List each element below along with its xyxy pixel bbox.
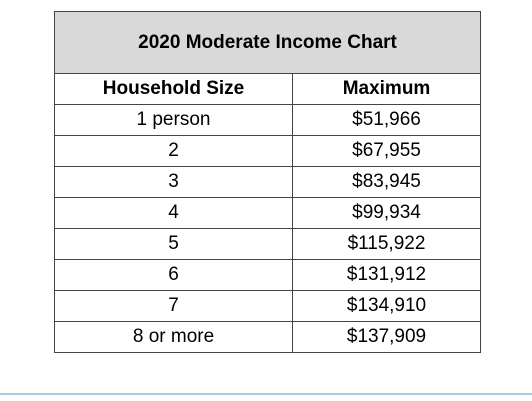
household-size-cell: 8 or more bbox=[54, 321, 293, 353]
table-title: 2020 Moderate Income Chart bbox=[53, 11, 482, 74]
maximum-income-cell: $137,909 bbox=[291, 321, 482, 353]
maximum-income-cell: $115,922 bbox=[291, 228, 482, 260]
household-size-cell: 4 bbox=[54, 197, 293, 229]
income-table-container: 2020 Moderate Income Chart Household Siz… bbox=[53, 11, 482, 353]
column-header-household-size: Household Size bbox=[54, 73, 293, 105]
maximum-income-cell: $51,966 bbox=[291, 104, 482, 136]
column-header-maximum: Maximum bbox=[291, 73, 482, 105]
household-size-cell: 2 bbox=[54, 135, 293, 167]
maximum-income-cell: $83,945 bbox=[291, 166, 482, 198]
household-size-cell: 6 bbox=[54, 259, 293, 291]
maximum-income-cell: $67,955 bbox=[291, 135, 482, 167]
table-title-row: 2020 Moderate Income Chart bbox=[53, 11, 482, 74]
table-row: 3 $83,945 bbox=[54, 166, 482, 198]
table-row: 5 $115,922 bbox=[54, 228, 482, 260]
table-row: 2 $67,955 bbox=[54, 135, 482, 167]
household-size-cell: 7 bbox=[54, 290, 293, 322]
maximum-income-cell: $134,910 bbox=[291, 290, 482, 322]
table-row: 4 $99,934 bbox=[54, 197, 482, 229]
bottom-divider bbox=[0, 393, 532, 395]
income-table: 2020 Moderate Income Chart Household Siz… bbox=[53, 11, 482, 353]
maximum-income-cell: $99,934 bbox=[291, 197, 482, 229]
table-row: 1 person $51,966 bbox=[54, 104, 482, 136]
table-row: 8 or more $137,909 bbox=[54, 321, 482, 353]
table-header-row: Household Size Maximum bbox=[54, 73, 482, 105]
household-size-cell: 1 person bbox=[54, 104, 293, 136]
table-row: 6 $131,912 bbox=[54, 259, 482, 291]
household-size-cell: 3 bbox=[54, 166, 293, 198]
table-row: 7 $134,910 bbox=[54, 290, 482, 322]
household-size-cell: 5 bbox=[54, 228, 293, 260]
maximum-income-cell: $131,912 bbox=[291, 259, 482, 291]
